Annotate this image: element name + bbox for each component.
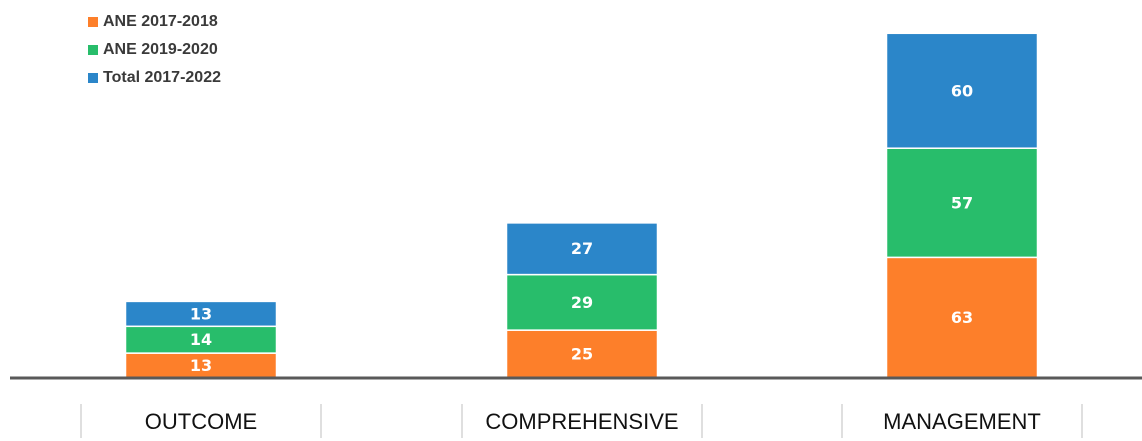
data-label: 25 [571,345,593,364]
bar-segment [124,325,278,354]
data-label: 14 [190,330,212,349]
legend-swatch [88,17,98,27]
data-label: 27 [571,239,593,258]
data-label: 60 [951,81,973,100]
legend-label: Total 2017-2022 [103,69,221,86]
legend-item: Total 2017-2022 [88,64,221,92]
bar-segment [505,222,659,276]
data-label: 29 [571,293,593,312]
legend-label: ANE 2019-2020 [103,41,218,58]
bar-segment [885,147,1039,259]
legend-swatch [88,73,98,83]
legend-label: ANE 2017-2018 [103,13,218,30]
bar-segment [124,300,278,328]
category-label: OUTCOME [145,409,257,434]
bar-segment [505,273,659,331]
legend-item: ANE 2017-2018 [88,8,221,36]
bars-layer: 13 14 13 25 29 27 63 57 60 [124,32,1039,379]
data-label: 57 [951,193,973,212]
legend-swatch [88,45,98,55]
bar-segment [885,32,1039,149]
legend: ANE 2017-2018 ANE 2019-2020 Total 2017-2… [88,8,221,92]
legend-item: ANE 2019-2020 [88,36,221,64]
category-labels-layer: OUTCOME COMPREHENSIVE MANAGEMENT [80,404,1083,438]
category-label: COMPREHENSIVE [485,409,678,434]
bar-segment [885,256,1039,379]
data-label: 63 [951,308,973,327]
category-label: MANAGEMENT [883,409,1041,434]
data-label: 13 [190,304,212,323]
data-label: 13 [190,356,212,375]
